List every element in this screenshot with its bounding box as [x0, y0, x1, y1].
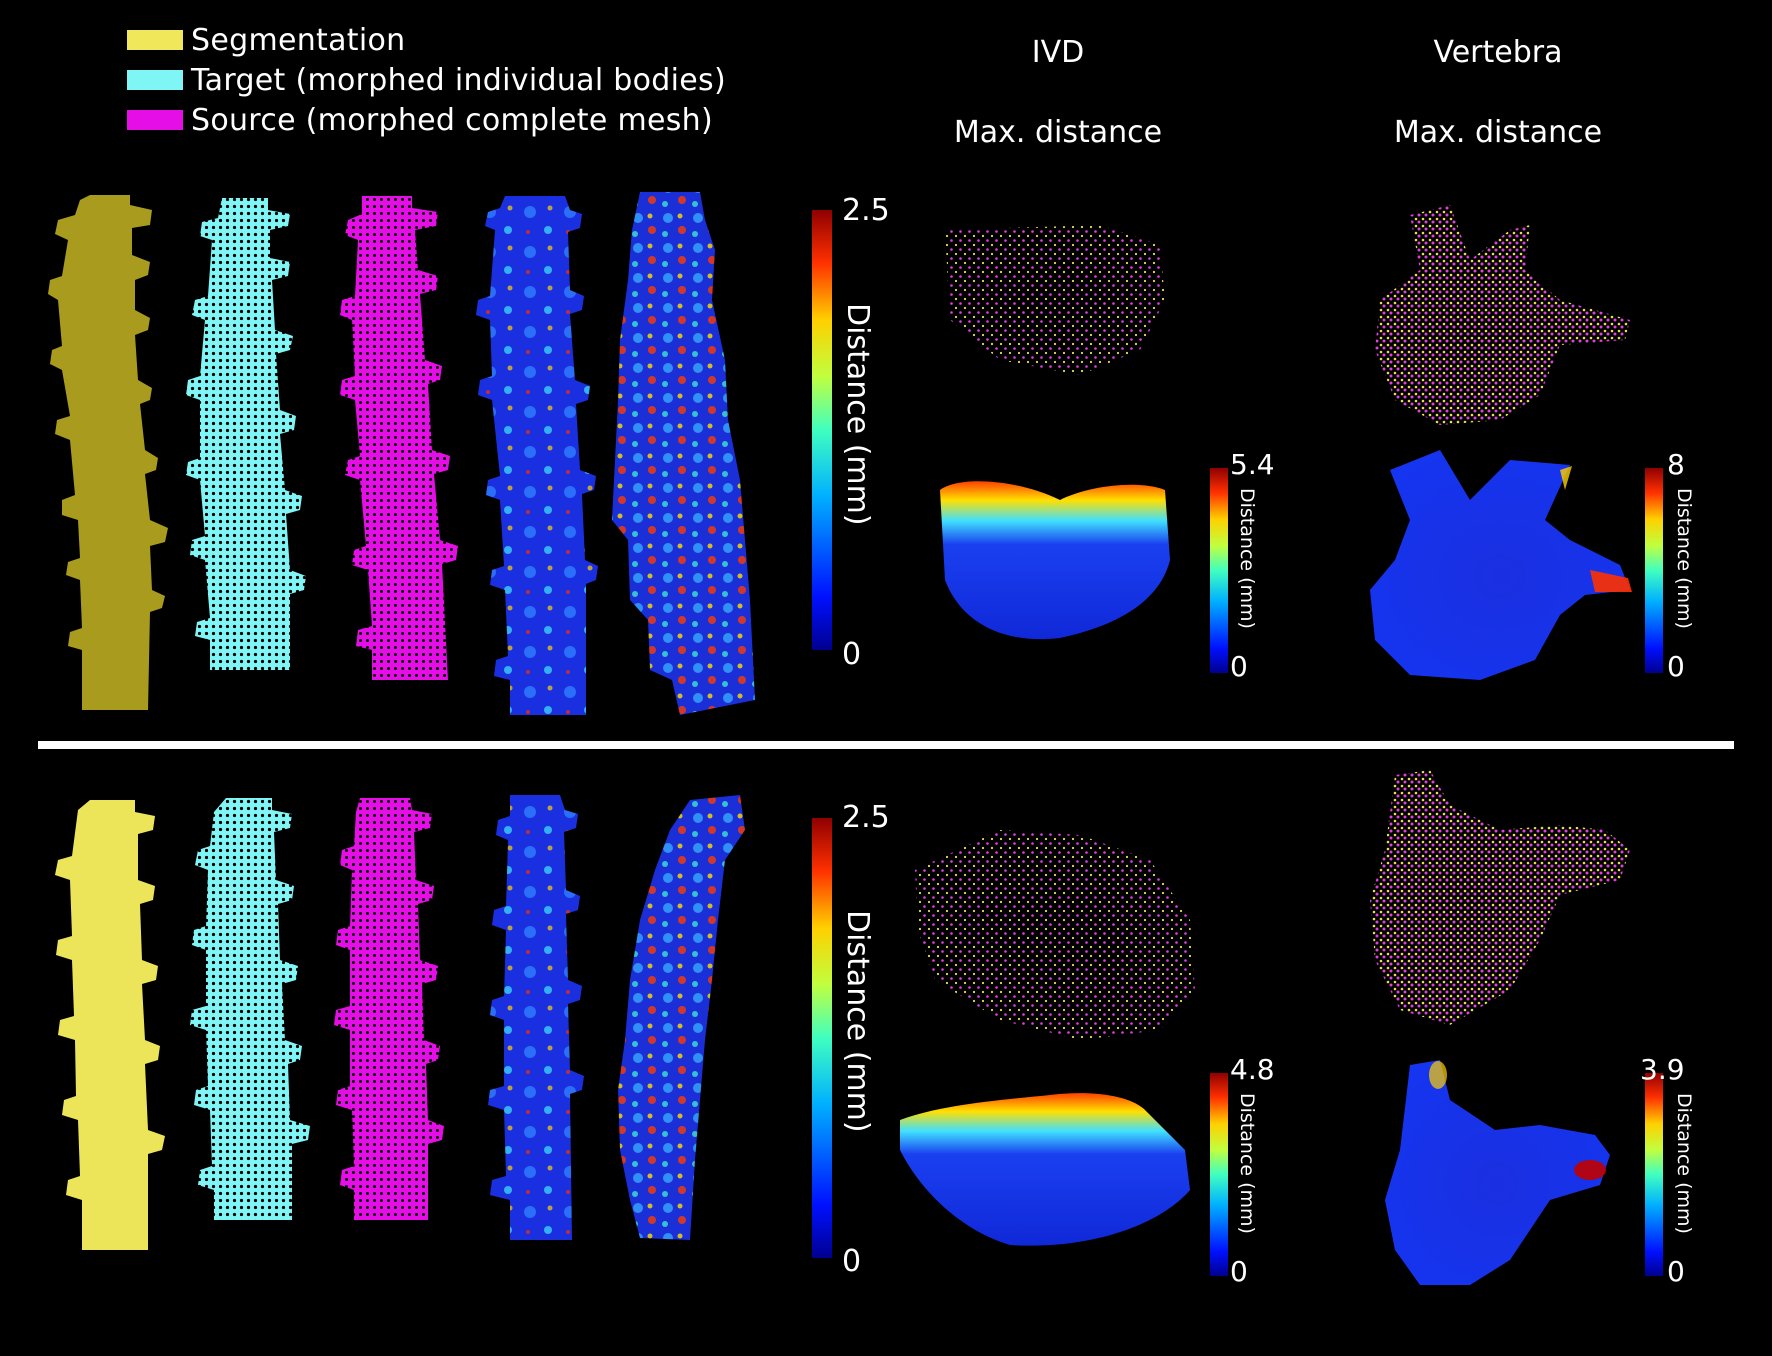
legend-item-target: Target (morphed individual bodies)	[127, 62, 726, 98]
bottom-vertebra-heatmap	[1385, 1060, 1610, 1285]
legend-item-source: Source (morphed complete mesh)	[127, 102, 713, 138]
bottom-spine-heatmap-front	[488, 795, 584, 1240]
column-subtitle-ivd: Max. distance	[953, 115, 1163, 150]
legend-label-segmentation: Segmentation	[191, 22, 406, 58]
column-title-vertebra: Vertebra	[1433, 35, 1563, 70]
top-spine-target	[186, 198, 306, 670]
column-subtitle-vertebra: Max. distance	[1393, 115, 1603, 150]
panel-divider	[38, 741, 1734, 749]
legend-swatch-source	[127, 110, 183, 130]
top-ivd-colorbar	[1210, 468, 1228, 673]
bottom-ivd-colorbar-max: 4.8	[1230, 1053, 1275, 1086]
bottom-ivd-pointcloud	[915, 830, 1195, 1040]
top-spine-heatmap-front	[476, 196, 598, 715]
bottom-spine-target	[190, 798, 310, 1220]
bottom-spine-colorbar-max: 2.5	[842, 800, 890, 835]
legend-swatch-target	[127, 70, 183, 90]
bottom-vertebra-colorbar-title: Distance (mm)	[1673, 1093, 1695, 1234]
bottom-spine-segmentation	[55, 800, 165, 1250]
legend-label-source: Source (morphed complete mesh)	[191, 102, 713, 138]
bottom-spine-heatmap-side	[618, 795, 745, 1240]
bottom-vertebra-colorbar-max: 3.9	[1640, 1053, 1685, 1086]
top-ivd-colorbar-min: 0	[1230, 650, 1248, 683]
top-ivd-colorbar-title: Distance (mm)	[1236, 488, 1258, 629]
top-vertebra-colorbar	[1645, 468, 1663, 673]
bottom-spine-colorbar-title: Distance (mm)	[840, 910, 875, 1133]
bottom-ivd-heatmap	[900, 1093, 1190, 1246]
legend-item-segmentation: Segmentation	[127, 22, 406, 58]
top-vertebra-colorbar-title: Distance (mm)	[1673, 488, 1695, 629]
bottom-ivd-colorbar-min: 0	[1230, 1255, 1248, 1288]
bottom-spine-source	[334, 798, 444, 1220]
top-spine-source	[340, 196, 458, 680]
top-spine-colorbar-min: 0	[842, 637, 862, 672]
top-vertebra-colorbar-min: 0	[1667, 650, 1685, 683]
bottom-ivd-colorbar-title: Distance (mm)	[1236, 1093, 1258, 1234]
top-spine-segmentation	[48, 195, 168, 710]
top-spine-colorbar-title: Distance (mm)	[840, 303, 875, 526]
bottom-vertebra-pointcloud	[1370, 770, 1630, 1025]
top-spine-colorbar-max: 2.5	[842, 193, 890, 228]
bottom-spine-colorbar	[812, 818, 832, 1258]
legend-swatch-segmentation	[127, 30, 183, 50]
top-vertebra-pointcloud	[1375, 205, 1630, 425]
top-spine-heatmap-side	[612, 192, 755, 715]
top-vertebra-heatmap	[1370, 450, 1632, 680]
top-vertebra-colorbar-max: 8	[1667, 448, 1685, 481]
bottom-vertebra-colorbar-min: 0	[1667, 1255, 1685, 1288]
top-ivd-pointcloud	[945, 225, 1165, 375]
bottom-spine-colorbar-min: 0	[842, 1244, 862, 1279]
bottom-vertebra-colorbar	[1645, 1073, 1663, 1276]
bottom-ivd-colorbar	[1210, 1073, 1228, 1276]
column-title-ivd: IVD	[1031, 35, 1085, 70]
top-spine-colorbar	[812, 210, 832, 650]
top-ivd-colorbar-max: 5.4	[1230, 448, 1275, 481]
legend-label-target: Target (morphed individual bodies)	[191, 62, 726, 98]
top-ivd-heatmap	[940, 481, 1170, 640]
